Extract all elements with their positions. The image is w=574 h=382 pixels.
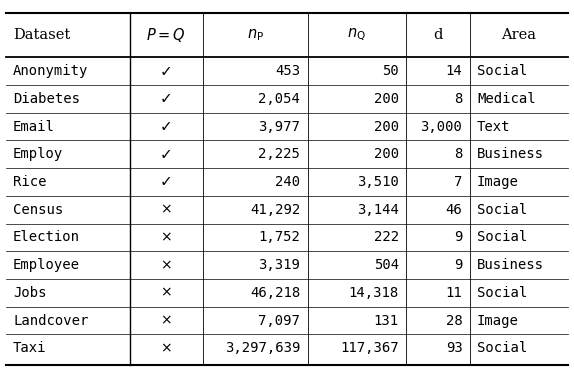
Text: 3,319: 3,319 bbox=[258, 258, 300, 272]
Text: Social: Social bbox=[477, 230, 528, 244]
Text: 1,752: 1,752 bbox=[258, 230, 300, 244]
Text: 8: 8 bbox=[454, 92, 463, 106]
Text: 453: 453 bbox=[275, 64, 300, 78]
Text: 9: 9 bbox=[454, 230, 463, 244]
Text: $n_{\mathrm{P}}$: $n_{\mathrm{P}}$ bbox=[247, 28, 264, 43]
Text: 9: 9 bbox=[454, 258, 463, 272]
Text: Taxi: Taxi bbox=[13, 341, 46, 355]
Text: 50: 50 bbox=[382, 64, 399, 78]
Text: 3,510: 3,510 bbox=[357, 175, 399, 189]
Text: 3,297,639: 3,297,639 bbox=[225, 341, 300, 355]
Text: Census: Census bbox=[13, 203, 63, 217]
Text: ✓: ✓ bbox=[160, 175, 173, 189]
Text: Business: Business bbox=[477, 147, 544, 161]
Text: 117,367: 117,367 bbox=[340, 341, 399, 355]
Text: ×: × bbox=[160, 286, 172, 300]
Text: Election: Election bbox=[13, 230, 80, 244]
Text: Medical: Medical bbox=[477, 92, 536, 106]
Text: 14,318: 14,318 bbox=[348, 286, 399, 300]
Text: Rice: Rice bbox=[13, 175, 46, 189]
Text: 14: 14 bbox=[445, 64, 463, 78]
Text: Jobs: Jobs bbox=[13, 286, 46, 300]
Text: Anonymity: Anonymity bbox=[13, 64, 88, 78]
Text: 3,000: 3,000 bbox=[421, 120, 463, 134]
Text: 131: 131 bbox=[374, 314, 399, 327]
Text: 200: 200 bbox=[374, 147, 399, 161]
Text: 93: 93 bbox=[445, 341, 463, 355]
Text: 41,292: 41,292 bbox=[250, 203, 300, 217]
Text: Social: Social bbox=[477, 64, 528, 78]
Text: 28: 28 bbox=[445, 314, 463, 327]
Text: 200: 200 bbox=[374, 120, 399, 134]
Text: 240: 240 bbox=[275, 175, 300, 189]
Text: Social: Social bbox=[477, 341, 528, 355]
Text: ×: × bbox=[160, 230, 172, 244]
Text: 2,054: 2,054 bbox=[258, 92, 300, 106]
Text: 46,218: 46,218 bbox=[250, 286, 300, 300]
Text: ✓: ✓ bbox=[160, 91, 173, 107]
Text: Landcover: Landcover bbox=[13, 314, 88, 327]
Text: ×: × bbox=[160, 314, 172, 327]
Text: Text: Text bbox=[477, 120, 510, 134]
Text: Image: Image bbox=[477, 175, 519, 189]
Text: 7: 7 bbox=[454, 175, 463, 189]
Text: 222: 222 bbox=[374, 230, 399, 244]
Text: 3,144: 3,144 bbox=[357, 203, 399, 217]
Text: 2,225: 2,225 bbox=[258, 147, 300, 161]
Text: $P = Q$: $P = Q$ bbox=[146, 26, 186, 44]
Text: $n_{\mathrm{Q}}$: $n_{\mathrm{Q}}$ bbox=[347, 27, 366, 44]
Text: Dataset: Dataset bbox=[13, 28, 70, 42]
Text: 200: 200 bbox=[374, 92, 399, 106]
Text: 3,977: 3,977 bbox=[258, 120, 300, 134]
Text: Diabetes: Diabetes bbox=[13, 92, 80, 106]
Text: Area: Area bbox=[502, 28, 537, 42]
Text: ×: × bbox=[160, 258, 172, 272]
Text: ×: × bbox=[160, 341, 172, 355]
Text: Business: Business bbox=[477, 258, 544, 272]
Text: Employ: Employ bbox=[13, 147, 63, 161]
Text: ✓: ✓ bbox=[160, 147, 173, 162]
Text: d: d bbox=[433, 28, 443, 42]
Text: ✓: ✓ bbox=[160, 64, 173, 79]
Text: 46: 46 bbox=[445, 203, 463, 217]
Text: 504: 504 bbox=[374, 258, 399, 272]
Text: Social: Social bbox=[477, 203, 528, 217]
Text: ×: × bbox=[160, 203, 172, 217]
Text: Employee: Employee bbox=[13, 258, 80, 272]
Text: Image: Image bbox=[477, 314, 519, 327]
Text: 11: 11 bbox=[445, 286, 463, 300]
Text: ✓: ✓ bbox=[160, 119, 173, 134]
Text: 7,097: 7,097 bbox=[258, 314, 300, 327]
Text: Social: Social bbox=[477, 286, 528, 300]
Text: 8: 8 bbox=[454, 147, 463, 161]
Text: Email: Email bbox=[13, 120, 55, 134]
